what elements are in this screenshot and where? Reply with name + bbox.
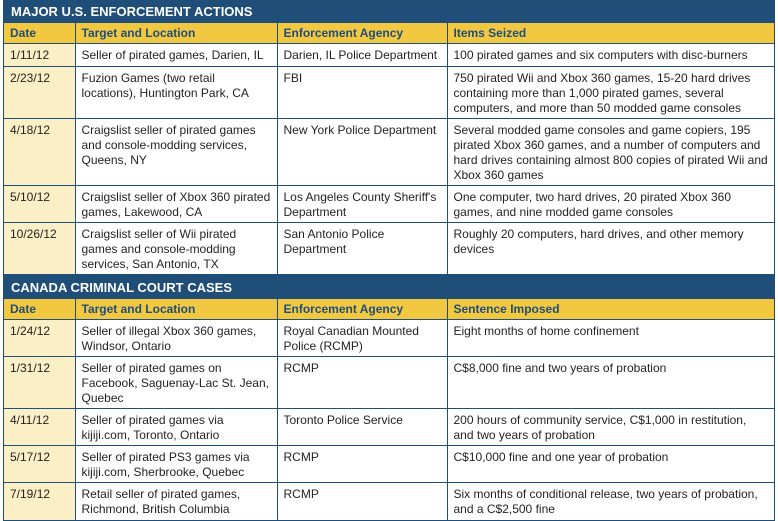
agency-cell: Royal Canadian Mounted Police (RCMP) xyxy=(276,319,447,357)
items-cell: 750 pirated Wii and Xbox 360 games, 15-2… xyxy=(446,66,774,119)
target-cell: Craigslist seller of pirated games and c… xyxy=(74,118,277,186)
target-cell: Seller of pirated games, Darien, IL xyxy=(74,43,277,67)
agency-cell: Darien, IL Police Department xyxy=(276,43,447,67)
sentence-cell: Six months of conditional release, two y… xyxy=(446,482,774,520)
target-cell: Fuzion Games (two retail locations), Hun… xyxy=(74,66,277,119)
agency-cell: Los Angeles County Sheriff's Department xyxy=(276,185,447,223)
agency-cell: Toronto Police Service xyxy=(276,408,447,446)
table-row: 7/19/12 Retail seller of pirated games, … xyxy=(4,482,774,520)
date-cell: 10/26/12 xyxy=(4,222,75,274)
sentence-cell: C$8,000 fine and two years of probation xyxy=(446,356,774,409)
date-cell: 5/10/12 xyxy=(4,185,75,223)
date-cell: 1/31/12 xyxy=(4,356,75,409)
date-cell: 5/17/12 xyxy=(4,445,75,483)
sentence-cell: C$10,000 fine and one year of probation xyxy=(446,445,774,483)
us-header-agency: Enforcement Agency xyxy=(276,23,447,44)
date-cell: 2/23/12 xyxy=(4,66,75,119)
table-row: 1/11/12 Seller of pirated games, Darien,… xyxy=(4,43,774,67)
items-cell: 100 pirated games and six computers with… xyxy=(446,43,774,67)
canada-table: Date Target and Location Enforcement Age… xyxy=(4,299,774,520)
canada-section-title: CANADA CRIMINAL COURT CASES xyxy=(4,277,774,299)
items-cell: Roughly 20 computers, hard drives, and o… xyxy=(446,222,774,274)
us-header-date: Date xyxy=(4,23,75,44)
us-header-row: Date Target and Location Enforcement Age… xyxy=(4,23,774,44)
table-row: 4/18/12 Craigslist seller of pirated gam… xyxy=(4,118,774,186)
target-cell: Retail seller of pirated games, Richmond… xyxy=(74,482,277,520)
agency-cell: RCMP xyxy=(276,482,447,520)
agency-cell: RCMP xyxy=(276,445,447,483)
sentence-cell: 200 hours of community service, C$1,000 … xyxy=(446,408,774,446)
date-cell: 1/11/12 xyxy=(4,43,75,67)
date-cell: 7/19/12 xyxy=(4,482,75,520)
us-header-target: Target and Location xyxy=(74,23,277,44)
canada-header-target: Target and Location xyxy=(74,299,277,320)
date-cell: 1/24/12 xyxy=(4,319,75,357)
table-row: 2/23/12 Fuzion Games (two retail locatio… xyxy=(4,66,774,119)
agency-cell: RCMP xyxy=(276,356,447,409)
agency-cell: FBI xyxy=(276,66,447,119)
items-cell: Several modded game consoles and game co… xyxy=(446,118,774,186)
target-cell: Seller of pirated games via kijiji.com, … xyxy=(74,408,277,446)
date-cell: 4/11/12 xyxy=(4,408,75,446)
section-divider xyxy=(4,274,774,277)
us-table: Date Target and Location Enforcement Age… xyxy=(4,23,774,274)
table-row: 10/26/12 Craigslist seller of Wii pirate… xyxy=(4,222,774,274)
us-section-title: MAJOR U.S. ENFORCEMENT ACTIONS xyxy=(4,1,774,23)
items-cell: One computer, two hard drives, 20 pirate… xyxy=(446,185,774,223)
table-row: 1/24/12 Seller of illegal Xbox 360 games… xyxy=(4,319,774,357)
agency-cell: New York Police Department xyxy=(276,118,447,186)
target-cell: Seller of pirated games on Facebook, Sag… xyxy=(74,356,277,409)
canada-header-agency: Enforcement Agency xyxy=(276,299,447,320)
sentence-cell: Eight months of home confinement xyxy=(446,319,774,357)
table-row: 4/11/12 Seller of pirated games via kiji… xyxy=(4,408,774,446)
target-cell: Seller of pirated PS3 games via kijiji.c… xyxy=(74,445,277,483)
canada-header-sentence: Sentence Imposed xyxy=(446,299,774,320)
agency-cell: San Antonio Police Department xyxy=(276,222,447,274)
table-row: 5/17/12 Seller of pirated PS3 games via … xyxy=(4,445,774,483)
enforcement-tables: MAJOR U.S. ENFORCEMENT ACTIONS Date Targ… xyxy=(3,0,775,521)
date-cell: 4/18/12 xyxy=(4,118,75,186)
target-cell: Seller of illegal Xbox 360 games, Windso… xyxy=(74,319,277,357)
table-row: 1/31/12 Seller of pirated games on Faceb… xyxy=(4,356,774,409)
canada-header-date: Date xyxy=(4,299,75,320)
us-header-items: Items Seized xyxy=(446,23,774,44)
canada-header-row: Date Target and Location Enforcement Age… xyxy=(4,299,774,320)
target-cell: Craigslist seller of Wii pirated games a… xyxy=(74,222,277,274)
target-cell: Craigslist seller of Xbox 360 pirated ga… xyxy=(74,185,277,223)
table-row: 5/10/12 Craigslist seller of Xbox 360 pi… xyxy=(4,185,774,223)
